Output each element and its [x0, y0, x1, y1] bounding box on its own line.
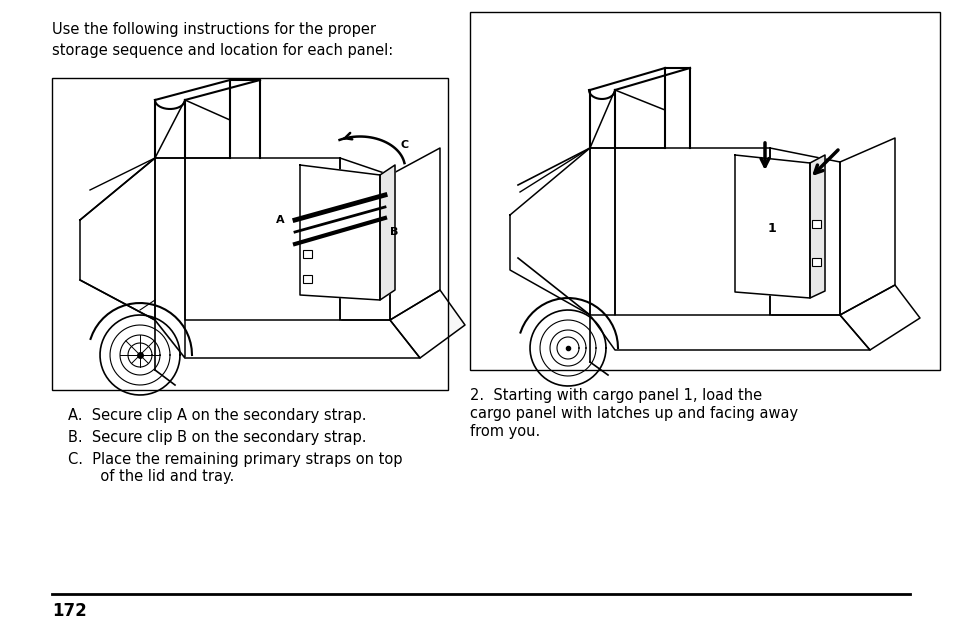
Text: A.  Secure clip A on the secondary strap.: A. Secure clip A on the secondary strap.	[68, 408, 366, 423]
Polygon shape	[154, 100, 230, 158]
Polygon shape	[154, 320, 419, 358]
Bar	[811, 220, 821, 228]
Text: Use the following instructions for the proper
storage sequence and location for : Use the following instructions for the p…	[52, 22, 393, 58]
Text: A: A	[276, 215, 285, 225]
Polygon shape	[510, 148, 589, 315]
Polygon shape	[299, 165, 379, 300]
Polygon shape	[809, 155, 824, 298]
Text: 1: 1	[767, 221, 776, 235]
Bar	[303, 275, 312, 283]
Text: C.  Place the remaining primary straps on top
       of the lid and tray.: C. Place the remaining primary straps on…	[68, 452, 402, 485]
Polygon shape	[840, 285, 919, 350]
Text: C: C	[400, 140, 409, 150]
Polygon shape	[390, 148, 439, 320]
Polygon shape	[185, 158, 339, 320]
Polygon shape	[615, 148, 769, 315]
Text: B.  Secure clip B on the secondary strap.: B. Secure clip B on the secondary strap.	[68, 430, 366, 445]
Polygon shape	[589, 315, 869, 350]
Polygon shape	[154, 158, 185, 358]
Text: from you.: from you.	[470, 424, 539, 439]
Polygon shape	[379, 165, 395, 300]
Polygon shape	[840, 138, 894, 315]
Polygon shape	[589, 90, 664, 148]
Text: B: B	[390, 227, 398, 237]
Bar	[303, 250, 312, 258]
Bar	[811, 258, 821, 266]
Text: 2.  Starting with cargo panel 1, load the: 2. Starting with cargo panel 1, load the	[470, 388, 761, 403]
Text: cargo panel with latches up and facing away: cargo panel with latches up and facing a…	[470, 406, 798, 421]
Polygon shape	[80, 158, 154, 320]
Bar	[52, 78, 448, 390]
Text: 172: 172	[52, 602, 87, 620]
Bar	[470, 12, 939, 370]
Polygon shape	[589, 148, 615, 315]
Polygon shape	[339, 158, 390, 320]
Polygon shape	[769, 148, 840, 315]
Polygon shape	[734, 155, 809, 298]
Polygon shape	[390, 290, 464, 358]
